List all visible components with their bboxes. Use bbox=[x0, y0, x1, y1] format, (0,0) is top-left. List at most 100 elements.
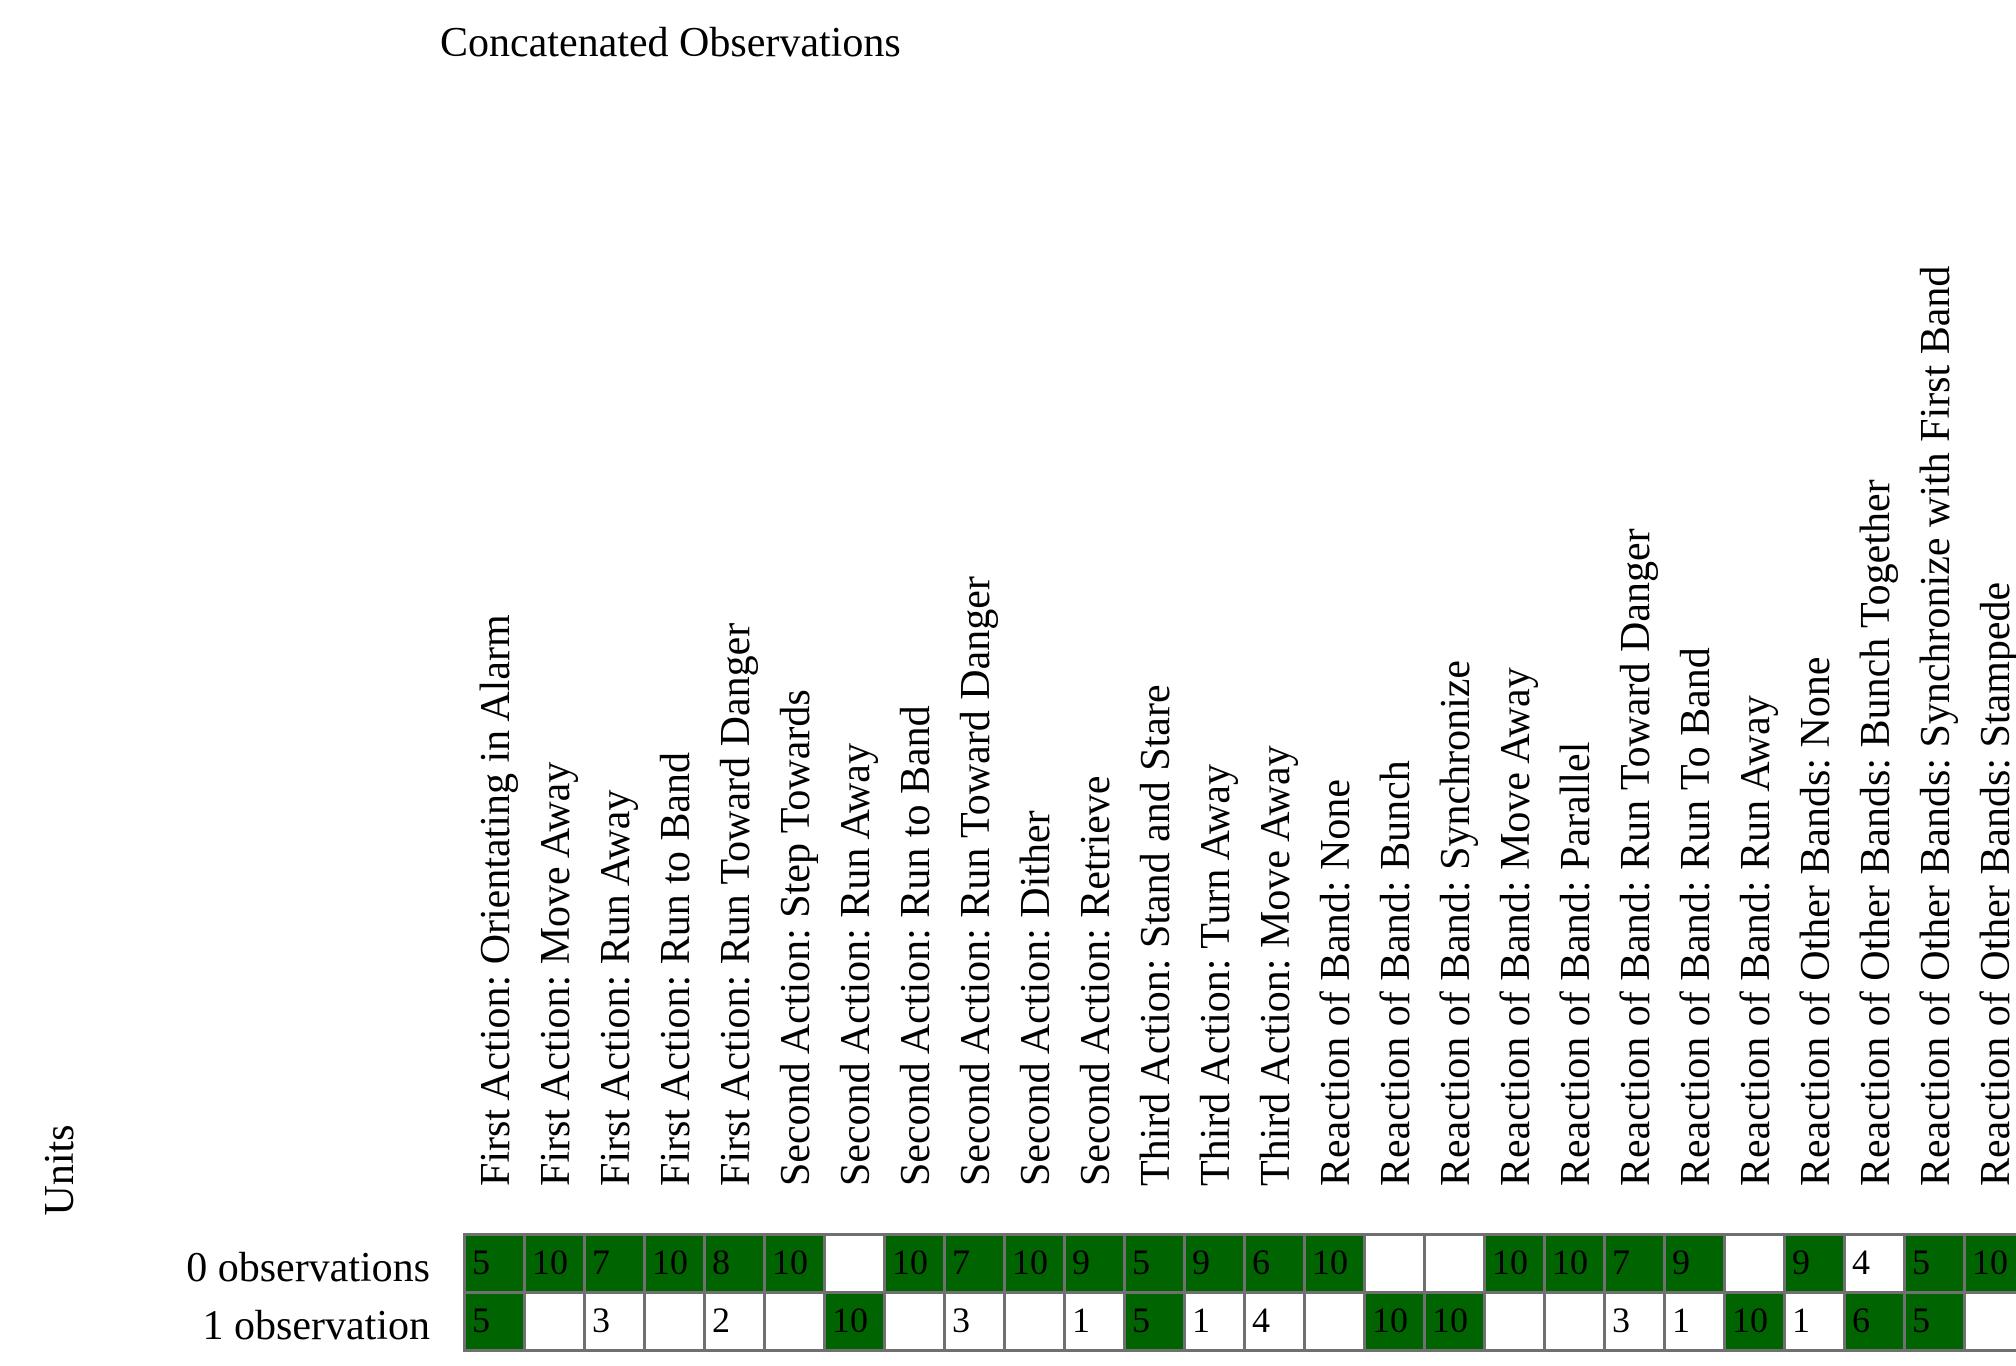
heatmap-cell bbox=[646, 1294, 706, 1352]
heatmap-cell: 6 bbox=[1846, 1294, 1906, 1352]
column-header-label: First Action: Run Away bbox=[593, 789, 639, 1186]
heatmap-cell bbox=[826, 1236, 886, 1294]
heatmap-cell: 5 bbox=[466, 1236, 526, 1294]
column-header: Reaction of Band: None bbox=[1306, 28, 1366, 1228]
column-header-label: First Action: Move Away bbox=[533, 761, 579, 1186]
heatmap-cell: 5 bbox=[1126, 1236, 1186, 1294]
column-header-label: Third Action: Turn Away bbox=[1193, 763, 1239, 1186]
heatmap-cell: 3 bbox=[586, 1294, 646, 1352]
column-header: Reaction of Band: Run Toward Danger bbox=[1606, 28, 1666, 1228]
heatmap-cell bbox=[766, 1294, 826, 1352]
heatmap-cell: 10 bbox=[1726, 1294, 1786, 1352]
heatmap-cell: 6 bbox=[1246, 1236, 1306, 1294]
row-label: 1 observation bbox=[202, 1303, 430, 1349]
row-label: 0 observations bbox=[186, 1245, 430, 1291]
column-header-label: First Action: Run to Band bbox=[653, 751, 699, 1186]
heatmap-cell: 10 bbox=[646, 1236, 706, 1294]
column-header: Reaction of Band: Synchronize bbox=[1426, 28, 1486, 1228]
column-header-label: Third Action: Stand and Stare bbox=[1133, 684, 1179, 1186]
column-header-label: First Action: Orientating in Alarm bbox=[473, 614, 519, 1186]
column-header: Reaction of Band: Bunch bbox=[1366, 28, 1426, 1228]
column-header-label: Reaction of Band: Move Away bbox=[1493, 667, 1539, 1186]
column-header-label: Reaction of Other Bands: Synchronize wit… bbox=[1913, 265, 1959, 1186]
heatmap-cell: 10 bbox=[1366, 1294, 1426, 1352]
heatmap-cell bbox=[886, 1294, 946, 1352]
heatmap-cell bbox=[1006, 1294, 1066, 1352]
heatmap-cell bbox=[1486, 1294, 1546, 1352]
column-header: Reaction of Band: Move Away bbox=[1486, 28, 1546, 1228]
column-header: First Action: Run Away bbox=[586, 28, 646, 1228]
heatmap-cell: 1 bbox=[1786, 1294, 1846, 1352]
column-header-label: Reaction of Band: Parallel bbox=[1553, 741, 1599, 1186]
heatmap-cell: 4 bbox=[1846, 1236, 1906, 1294]
column-header: Reaction of Band: Run To Band bbox=[1666, 28, 1726, 1228]
column-header: First Action: Move Away bbox=[526, 28, 586, 1228]
heatmap-cell: 10 bbox=[1006, 1236, 1066, 1294]
heatmap-cell bbox=[526, 1294, 586, 1352]
column-header-label: Reaction of Band: Synchronize bbox=[1433, 659, 1479, 1186]
heatmap-cell: 5 bbox=[1126, 1294, 1186, 1352]
heatmap-cell: 10 bbox=[526, 1236, 586, 1294]
column-headers: First Action: Orientating in Alarm First … bbox=[466, 28, 2016, 1228]
column-header-label: Reaction of Other Bands: None bbox=[1793, 656, 1839, 1186]
heatmap-cell: 9 bbox=[1066, 1236, 1126, 1294]
column-header: First Action: Run Toward Danger bbox=[706, 28, 766, 1228]
column-header: Second Action: Step Towards bbox=[766, 28, 826, 1228]
column-header-label: Reaction of Band: Run To Band bbox=[1673, 647, 1719, 1186]
column-header-label: Second Action: Dither bbox=[1013, 810, 1059, 1186]
heatmap-cell bbox=[1366, 1236, 1426, 1294]
column-header-label: Reaction of Other Bands: Bunch Together bbox=[1853, 479, 1899, 1186]
column-header: Second Action: Run Away bbox=[826, 28, 886, 1228]
column-header-label: Reaction of Other Bands: Stampede bbox=[1973, 581, 2016, 1186]
heatmap-cell: 10 bbox=[1426, 1294, 1486, 1352]
column-header: First Action: Run to Band bbox=[646, 28, 706, 1228]
heatmap-cell: 5 bbox=[466, 1294, 526, 1352]
column-header: Reaction of Band: Run Away bbox=[1726, 28, 1786, 1228]
heatmap-cell bbox=[1546, 1294, 1606, 1352]
column-header: Reaction of Band: Parallel bbox=[1546, 28, 1606, 1228]
heatmap-cell: 7 bbox=[1606, 1236, 1666, 1294]
heatmap-cell: 10 bbox=[1486, 1236, 1546, 1294]
column-header-label: Reaction of Band: Bunch bbox=[1373, 760, 1419, 1186]
column-header-label: Second Action: Run Away bbox=[833, 743, 879, 1186]
column-header: First Action: Orientating in Alarm bbox=[466, 28, 526, 1228]
heatmap-cell: 9 bbox=[1186, 1236, 1246, 1294]
column-header-label: Second Action: Retrieve bbox=[1073, 775, 1119, 1186]
heatmap-cell: 2 bbox=[706, 1294, 766, 1352]
heatmap-cell: 1 bbox=[1066, 1294, 1126, 1352]
heatmap-cell: 1 bbox=[1186, 1294, 1246, 1352]
heatmap-cell: 1 bbox=[1666, 1294, 1726, 1352]
column-header: Third Action: Stand and Stare bbox=[1126, 28, 1186, 1228]
heatmap-cell: 5 bbox=[1906, 1236, 1966, 1294]
column-header-label: First Action: Run Toward Danger bbox=[713, 622, 759, 1186]
column-header-label: Second Action: Run Toward Danger bbox=[953, 576, 999, 1186]
column-header: Second Action: Run to Band bbox=[886, 28, 946, 1228]
heatmap-cell: 3 bbox=[1606, 1294, 1666, 1352]
heatmap-cell: 10 bbox=[1306, 1236, 1366, 1294]
heatmap-cell bbox=[1306, 1294, 1366, 1352]
column-header: Reaction of Other Bands: Synchronize wit… bbox=[1906, 28, 1966, 1228]
column-header: Reaction of Other Bands: Stampede bbox=[1966, 28, 2016, 1228]
heatmap-cell: 3 bbox=[946, 1294, 1006, 1352]
heatmap-cell: 10 bbox=[1546, 1236, 1606, 1294]
heatmap-cell: 10 bbox=[1966, 1236, 2016, 1294]
heatmap-cell: 8 bbox=[706, 1236, 766, 1294]
heatmap-cell: 10 bbox=[826, 1294, 886, 1352]
column-header-label: Reaction of Band: Run Away bbox=[1733, 695, 1779, 1186]
chart-title: Concatenated Observations bbox=[440, 20, 901, 66]
column-header: Reaction of Other Bands: None bbox=[1786, 28, 1846, 1228]
heatmap-cell: 7 bbox=[946, 1236, 1006, 1294]
heatmap-cell bbox=[1726, 1236, 1786, 1294]
heatmap-cell: 10 bbox=[886, 1236, 946, 1294]
heatmap-cell: 4 bbox=[1246, 1294, 1306, 1352]
column-header-label: Reaction of Band: None bbox=[1313, 778, 1359, 1186]
heatmap-cell: 10 bbox=[766, 1236, 826, 1294]
heatmap-cell: 7 bbox=[586, 1236, 646, 1294]
heatmap-cell: 9 bbox=[1786, 1236, 1846, 1294]
column-header: Third Action: Turn Away bbox=[1186, 28, 1246, 1228]
column-header-label: Third Action: Move Away bbox=[1253, 745, 1299, 1186]
column-header: Third Action: Move Away bbox=[1246, 28, 1306, 1228]
heatmap-cell bbox=[1426, 1236, 1486, 1294]
column-header-label: Second Action: Run to Band bbox=[893, 705, 939, 1186]
heatmap-grid: 5107108101071095961010107994510953210315… bbox=[463, 1233, 2016, 1352]
